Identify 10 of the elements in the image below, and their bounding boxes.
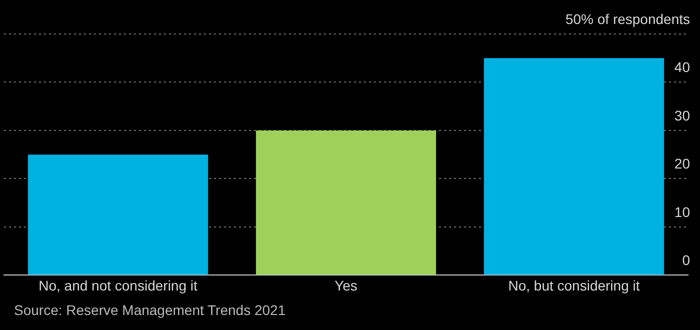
y-tick-label: 20 [674, 156, 690, 172]
y-tick-label: 40 [674, 59, 690, 76]
y-tick-label: 30 [674, 107, 690, 124]
source-note: Source: Reserve Management Trends 2021 [13, 302, 287, 318]
x-tick-label: Yes [334, 277, 358, 294]
y-tick-label: 0 [682, 252, 690, 268]
y-tick-label: 10 [674, 204, 690, 220]
x-tick-label: No, and not considering it [38, 277, 198, 294]
y-tick-label: 50% of respondents [565, 10, 690, 27]
x-tick-label: No, but considering it [508, 277, 640, 294]
